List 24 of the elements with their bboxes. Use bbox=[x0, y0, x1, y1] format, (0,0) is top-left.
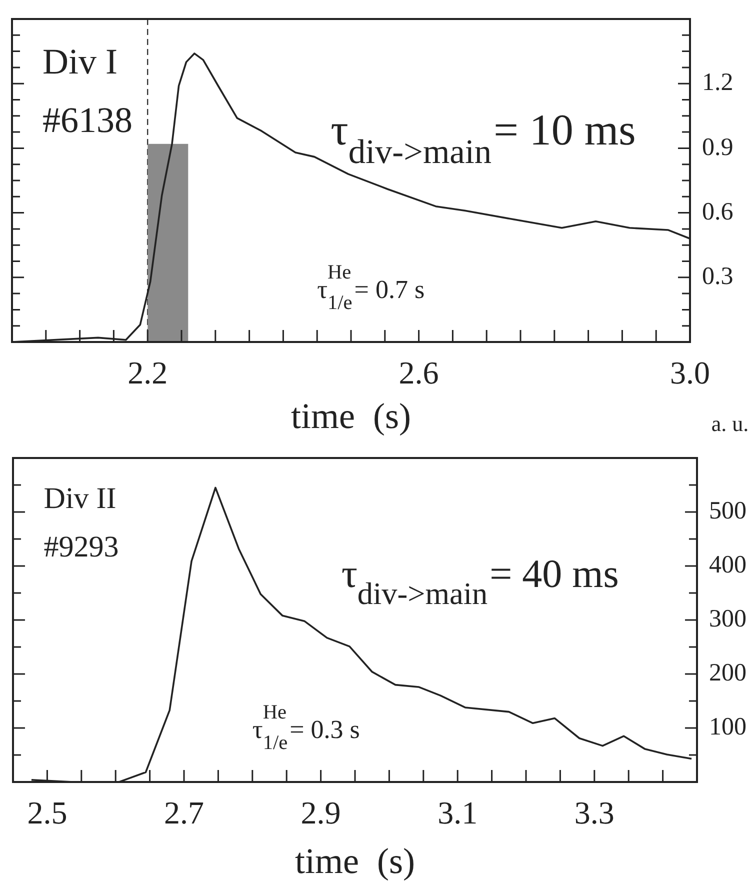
y-tick-label: 0.9 bbox=[702, 134, 734, 161]
y-tick-label: 500 bbox=[709, 498, 746, 525]
y-tick-label: 300 bbox=[709, 606, 746, 633]
annotation: Div I bbox=[42, 42, 118, 82]
y-axis-title: a. u. bbox=[711, 410, 749, 436]
x-tick-label: 2.7 bbox=[164, 794, 204, 831]
annotation: Div II bbox=[44, 482, 116, 515]
x-tick-label: 2.5 bbox=[27, 794, 68, 831]
y-tick-label: 100 bbox=[709, 714, 746, 741]
y-tick-label: 400 bbox=[709, 552, 746, 579]
x-tick-label: 2.6 bbox=[398, 354, 439, 391]
annotation: #9293 bbox=[44, 530, 119, 564]
annotation: #6138 bbox=[42, 100, 133, 140]
x-tick-label: 2.2 bbox=[128, 354, 168, 391]
x-tick-label: 3.3 bbox=[574, 794, 614, 831]
x-tick-label: 3.0 bbox=[670, 354, 710, 391]
y-tick-label: 0.6 bbox=[702, 198, 734, 226]
y-tick-label: 1.2 bbox=[702, 69, 734, 96]
y-tick-label: 0.3 bbox=[702, 262, 734, 290]
y-tick-label: 200 bbox=[709, 660, 746, 687]
x-tick-label: 2.9 bbox=[300, 794, 341, 831]
x-axis-title: time (s) bbox=[291, 396, 411, 436]
x-tick-label: 3.1 bbox=[438, 794, 478, 831]
x-axis-title: time (s) bbox=[295, 840, 415, 881]
